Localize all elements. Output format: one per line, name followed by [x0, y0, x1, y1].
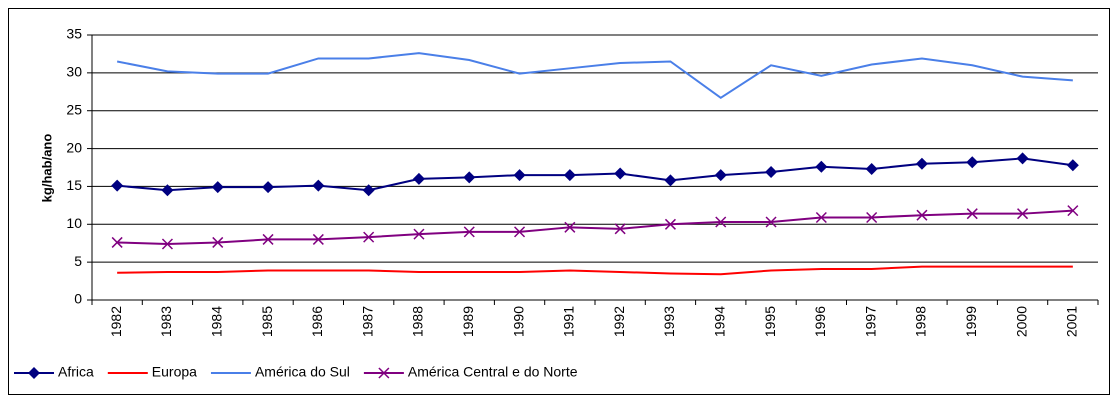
marker: [111, 236, 123, 248]
marker: [211, 181, 224, 194]
marker: [1067, 205, 1079, 217]
marker: [865, 163, 878, 176]
marker: [815, 211, 827, 224]
marker: [28, 367, 40, 379]
marker: [312, 179, 325, 192]
x-tick-label: 1994: [711, 306, 727, 337]
marker: [1017, 208, 1029, 220]
x-tick-label: 1999: [963, 306, 979, 337]
x-tick-label: 1996: [812, 306, 828, 337]
legend-label: Europa: [152, 364, 197, 380]
marker: [513, 169, 526, 182]
y-axis-label: kg/hab/ano: [39, 134, 54, 203]
x-tick-label: 2000: [1013, 306, 1029, 337]
x-tick-label: 2001: [1064, 306, 1080, 337]
marker: [312, 233, 324, 245]
marker: [514, 226, 526, 238]
marker: [463, 226, 475, 238]
x-tick-label: 1987: [359, 306, 375, 337]
x-tick-label: 1986: [309, 306, 325, 337]
y-tick-label: 0: [74, 291, 82, 307]
marker: [563, 169, 576, 182]
x-tick-label: 1983: [158, 306, 174, 337]
legend-label: América Central e do Norte: [408, 364, 578, 380]
y-tick-label: 20: [66, 139, 82, 155]
series-line: [117, 209, 1073, 245]
y-tick-label: 35: [66, 26, 82, 42]
marker: [765, 216, 777, 228]
x-tick-label: 1988: [410, 306, 426, 337]
x-tick-label: 1985: [259, 306, 275, 337]
x-tick-label: 1998: [913, 306, 929, 337]
marker: [111, 179, 124, 192]
marker: [161, 184, 174, 197]
legend-label: América do Sul: [255, 364, 350, 380]
marker: [262, 181, 275, 194]
marker: [614, 223, 626, 235]
marker: [815, 160, 828, 173]
marker: [1016, 152, 1029, 165]
x-tick-label: 1989: [460, 306, 476, 337]
x-tick-label: 1995: [762, 306, 778, 337]
marker: [714, 169, 727, 182]
x-tick-label: 1997: [862, 306, 878, 337]
marker: [412, 172, 425, 185]
x-tick-label: 1982: [108, 306, 124, 337]
series-line: [116, 52, 1073, 100]
marker: [966, 208, 978, 220]
marker: [916, 209, 928, 221]
y-tick-label: 15: [66, 177, 82, 193]
x-tick-label: 1993: [661, 306, 677, 337]
marker: [664, 218, 676, 230]
legend-label: Africa: [58, 364, 94, 380]
x-tick-label: 1992: [611, 306, 627, 337]
marker: [362, 184, 375, 197]
y-tick-label: 10: [66, 215, 82, 231]
y-tick-label: 25: [66, 101, 82, 117]
x-tick-label: 1991: [561, 306, 577, 337]
marker: [915, 157, 928, 170]
x-tick-label: 1984: [208, 306, 224, 337]
marker: [212, 236, 224, 248]
y-tick-label: 30: [66, 64, 82, 80]
marker: [866, 211, 878, 224]
series-line: [117, 157, 1073, 192]
marker: [413, 228, 425, 240]
marker: [161, 238, 173, 250]
marker: [715, 216, 727, 228]
marker: [378, 367, 390, 379]
marker: [614, 167, 627, 180]
y-tick-label: 5: [74, 253, 82, 269]
marker: [564, 221, 576, 233]
x-tick-label: 1990: [510, 306, 526, 337]
marker: [765, 166, 778, 179]
marker: [363, 231, 375, 243]
marker: [664, 174, 677, 187]
marker: [262, 233, 274, 245]
series-line: [117, 265, 1073, 276]
marker: [463, 171, 476, 184]
marker: [1066, 159, 1079, 172]
marker: [966, 156, 979, 169]
